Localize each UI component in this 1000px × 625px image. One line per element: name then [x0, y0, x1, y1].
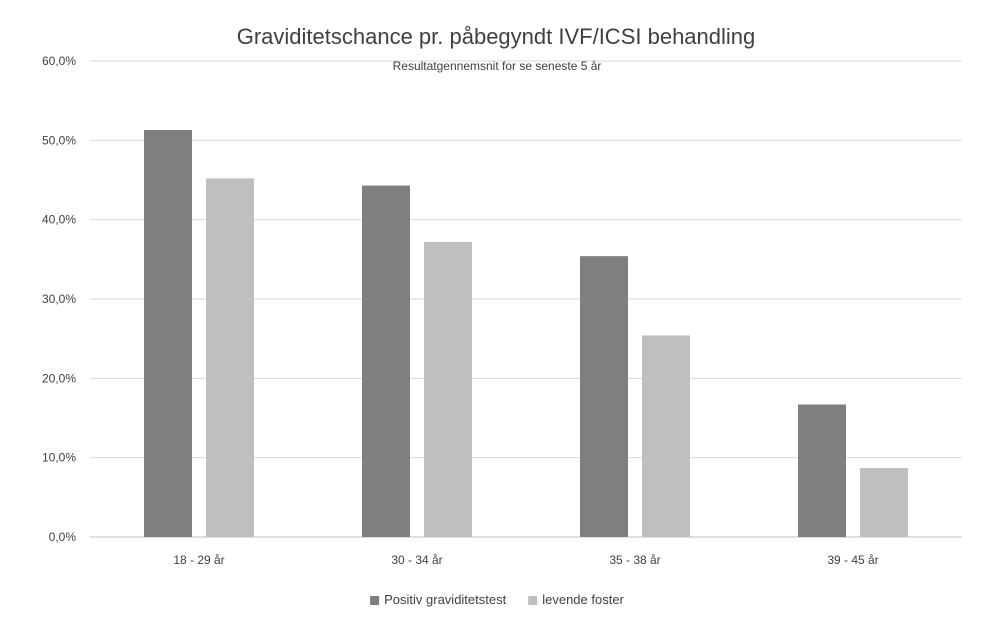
- x-tick-label: 35 - 38 år: [609, 553, 660, 567]
- chart-subtitle: Resultatgennemsnit for se seneste 5 år: [393, 59, 602, 73]
- legend: Positiv graviditetstest levende foster: [370, 592, 625, 607]
- bar: [580, 256, 628, 537]
- legend-label: Positiv graviditetstest: [384, 592, 506, 607]
- bar: [642, 335, 690, 537]
- x-tick-label: 18 - 29 år: [173, 553, 224, 567]
- legend-swatch: [528, 596, 538, 605]
- bar: [424, 241, 472, 537]
- x-tick-label: 30 - 34 år: [391, 553, 442, 567]
- legend-label: levende foster: [542, 592, 624, 607]
- bar: [362, 185, 410, 537]
- y-tick-label: 10,0%: [42, 451, 76, 465]
- y-tick-label: 50,0%: [42, 133, 76, 147]
- y-axis-ticks: 0,0% 10,0% 20,0% 30,0% 40,0% 50,0% 60,0%: [42, 54, 76, 544]
- bar: [798, 404, 846, 537]
- bar: [206, 178, 254, 537]
- bar: [860, 467, 908, 537]
- y-tick-label: 20,0%: [42, 371, 76, 385]
- y-tick-label: 40,0%: [42, 213, 76, 227]
- x-axis-ticks: 18 - 29 år 30 - 34 år 35 - 38 år 39 - 45 år: [173, 553, 878, 567]
- y-tick-label: 60,0%: [42, 54, 76, 68]
- bars: [144, 130, 908, 537]
- legend-swatch: [370, 596, 380, 605]
- chart-title: Graviditetschance pr. påbegyndt IVF/ICSI…: [237, 24, 756, 49]
- bar: [144, 130, 192, 537]
- x-tick-label: 39 - 45 år: [827, 553, 878, 567]
- y-tick-label: 30,0%: [42, 292, 76, 306]
- y-tick-label: 0,0%: [49, 530, 77, 544]
